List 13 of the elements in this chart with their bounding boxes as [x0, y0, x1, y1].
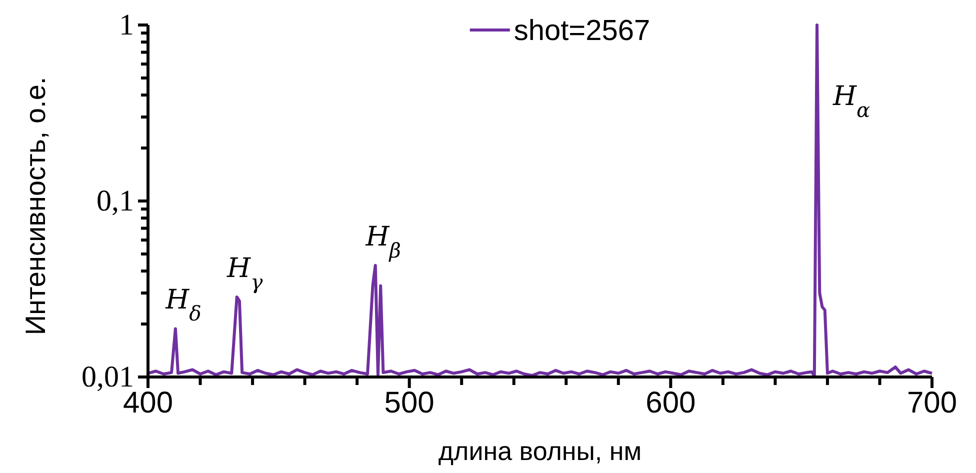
legend-label: shot=2567	[514, 15, 650, 47]
y-tick-label: 0,1	[96, 184, 134, 218]
x-tick-label: 400	[122, 386, 174, 420]
annotation: H$_{α}$	[832, 81, 871, 122]
annotation: H$_{β}$	[364, 221, 401, 262]
y-axis-title: Интенсивность, о.е.	[20, 76, 51, 336]
x-tick-label: 700	[906, 386, 958, 420]
x-tick-label: 600	[646, 386, 696, 420]
annotation: H$_{δ}$	[164, 284, 202, 326]
x-tick-label: 500	[384, 386, 434, 420]
y-tick-label: 1	[119, 8, 134, 42]
annotation: H$_{γ}$	[226, 252, 264, 294]
x-axis-title: длина волны, нм	[438, 436, 642, 466]
